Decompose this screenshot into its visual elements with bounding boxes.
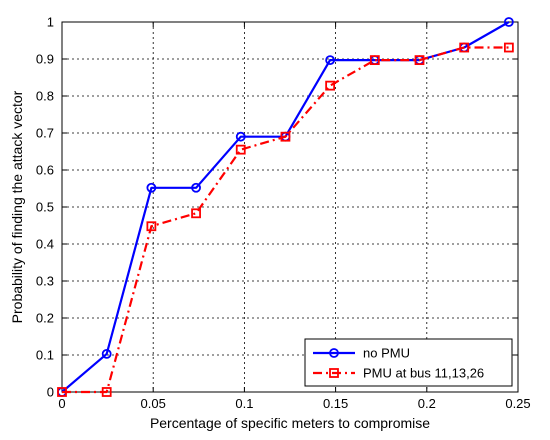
x-tick-label: 0 (58, 396, 65, 411)
series-2-point (325, 80, 336, 91)
legend-marker-1 (329, 348, 339, 358)
plot-area (62, 22, 518, 392)
series-2-point (280, 131, 291, 142)
y-tick-label: 0.4 (36, 237, 54, 252)
y-tick-label: 1 (47, 15, 54, 30)
y-axis-label: Probability of finding the attack vector (9, 90, 25, 323)
series-1-point (503, 17, 514, 27)
y-tick-label: 0.7 (36, 126, 54, 141)
x-tick-label: 0.25 (505, 396, 530, 411)
x-tick-label: 0.15 (323, 396, 348, 411)
series-line-2 (62, 46, 509, 394)
series-1-point (191, 182, 201, 193)
y-tick-label: 0.2 (36, 311, 54, 326)
series-2-point (146, 221, 157, 232)
x-tick-label: 0.1 (235, 396, 253, 411)
legend-box (304, 338, 513, 387)
x-axis-label: Percentage of specific meters to comprom… (150, 415, 430, 431)
y-tick-label: 0.8 (36, 89, 54, 104)
series-2-point (369, 55, 380, 66)
legend-marker-2 (329, 368, 339, 378)
series-1-point (146, 182, 157, 193)
series-1-point (325, 55, 336, 66)
series-2-point (459, 42, 470, 53)
y-tick-label: 0.9 (36, 52, 54, 67)
series-2-point (414, 55, 425, 66)
y-tick-label: 0.3 (36, 274, 54, 289)
legend-label-2: PMU at bus 11,13,26 (363, 366, 484, 381)
y-tick-label: 0.6 (36, 163, 54, 178)
series-2-point (503, 42, 514, 53)
y-tick-label: 0.1 (36, 348, 54, 363)
y-tick-label: 0 (47, 385, 54, 400)
series-2-point (191, 208, 201, 219)
legend: no PMU PMU at bus 11,13,26 (304, 338, 513, 387)
legend-label-1: no PMU (363, 346, 410, 361)
x-tick-label: 0.2 (418, 396, 436, 411)
series-1-point (101, 348, 112, 359)
series-2-point (235, 144, 246, 155)
series-2-point (101, 387, 112, 397)
y-tick-label: 0.5 (36, 200, 54, 215)
series-2-point (57, 387, 67, 397)
x-tick-label: 0.05 (141, 396, 166, 411)
series-1-point (235, 131, 246, 142)
